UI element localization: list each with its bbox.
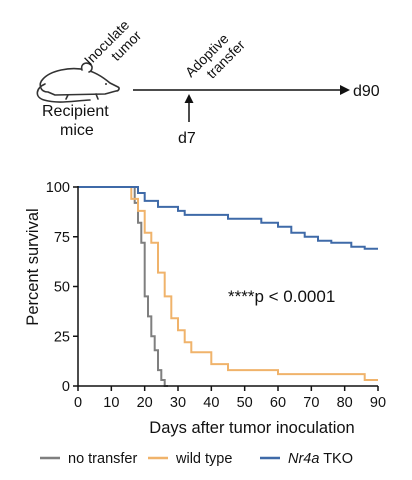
y-tick-label: 100 (46, 180, 70, 196)
legend-label-italic: Nr4a (288, 451, 319, 467)
x-tick-label: 60 (270, 395, 286, 411)
recipient-label-line1: Recipient (42, 103, 109, 120)
p-value-annotation: ****p < 0.0001 (228, 287, 335, 306)
y-axis-label: Percent survival (24, 208, 42, 325)
legend-label-rest: TKO (319, 451, 353, 467)
survival-chart: 0 25 50 75 100 0 10 20 30 40 50 60 70 80 90 (46, 180, 386, 411)
x-tick-label: 70 (303, 395, 319, 411)
y-tick-label: 50 (54, 280, 70, 296)
series-line-1 (78, 186, 168, 387)
x-tick-label: 30 (170, 395, 186, 411)
y-tick-label: 0 (62, 379, 70, 395)
legend-label-3: Nr4a TKO (288, 451, 353, 467)
timeline-arrowhead (340, 85, 350, 95)
legend-label-1: no transfer (68, 451, 137, 467)
y-tick-label: 25 (54, 329, 70, 345)
legend: no transfer wild type Nr4a TKO (40, 451, 353, 467)
legend-label-2: wild type (175, 451, 232, 467)
x-tick-label: 40 (203, 395, 219, 411)
x-axis-label: Days after tumor inoculation (149, 419, 354, 437)
transfer-day-label: d7 (178, 130, 196, 147)
series-layer (78, 186, 378, 387)
series-line-2 (78, 186, 378, 381)
ticks-layer: 0 25 50 75 100 0 10 20 30 40 50 60 70 80 90 (46, 180, 386, 411)
x-tick-label: 50 (237, 395, 253, 411)
y-tick-label: 75 (54, 230, 70, 246)
x-tick-label: 20 (137, 395, 153, 411)
x-tick-label: 80 (337, 395, 353, 411)
x-tick-label: 90 (370, 395, 386, 411)
transfer-arrowhead (184, 94, 194, 103)
adoptive-transfer-label: Adoptive transfer (182, 30, 248, 81)
series-line-3 (78, 186, 378, 250)
end-day-label: d90 (353, 83, 380, 100)
recipient-label-line2: mice (60, 122, 94, 139)
x-tick-label: 0 (74, 395, 82, 411)
mouse-icon (36, 62, 120, 103)
x-tick-label: 10 (103, 395, 119, 411)
